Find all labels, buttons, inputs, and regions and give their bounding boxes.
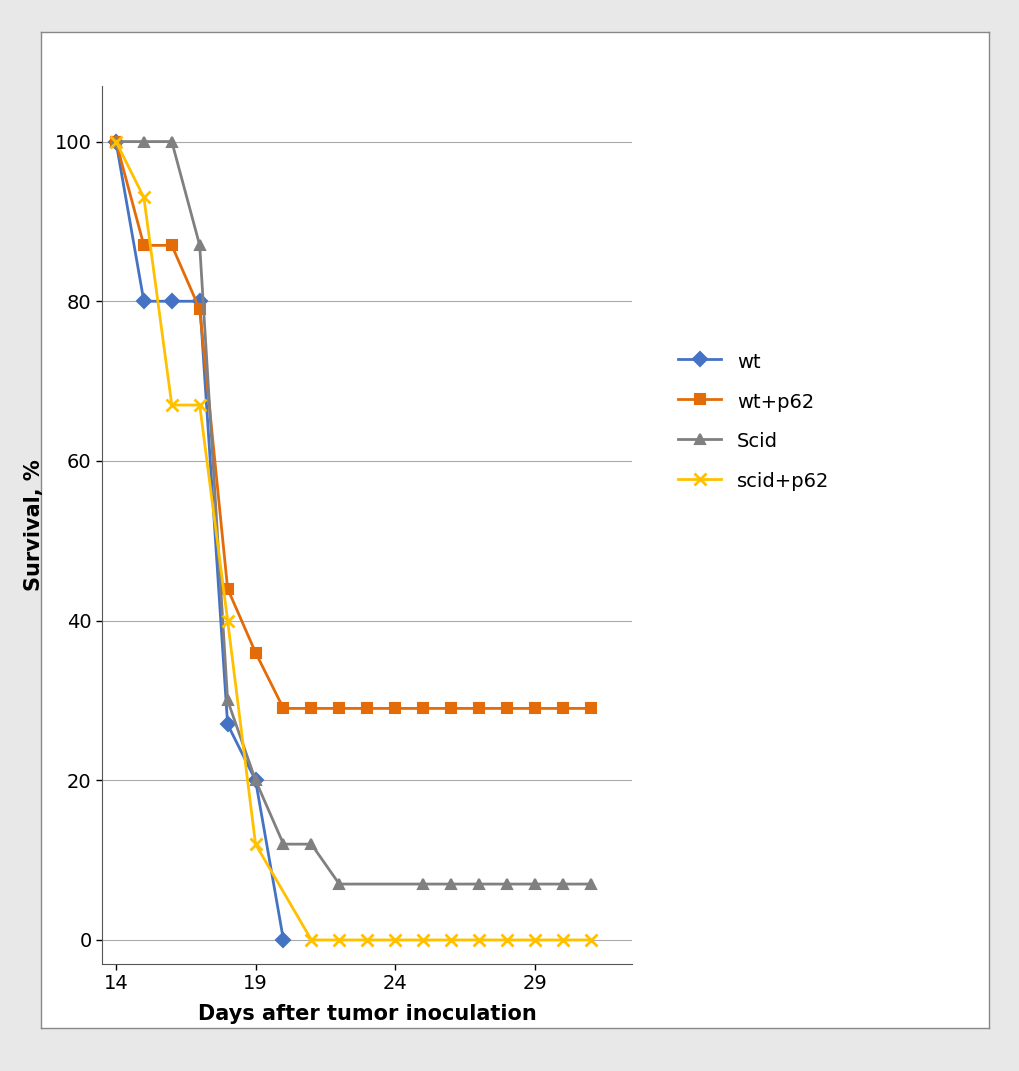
wt+p62	[556, 702, 569, 714]
wt	[165, 295, 177, 307]
wt+p62	[500, 702, 513, 714]
Scid	[194, 239, 206, 252]
Scid	[110, 135, 122, 148]
wt+p62	[584, 702, 596, 714]
wt+p62	[417, 702, 429, 714]
wt	[250, 774, 262, 787]
Legend: wt, wt+p62, Scid, scid+p62: wt, wt+p62, Scid, scid+p62	[668, 342, 838, 501]
wt	[138, 295, 150, 307]
wt+p62	[138, 239, 150, 252]
Line: wt: wt	[111, 137, 288, 945]
Scid	[500, 877, 513, 890]
Scid	[556, 877, 569, 890]
wt+p62	[194, 303, 206, 316]
scid+p62	[417, 934, 429, 947]
wt+p62	[444, 702, 457, 714]
wt+p62	[165, 239, 177, 252]
wt	[277, 934, 289, 947]
wt+p62	[221, 583, 233, 595]
scid+p62	[444, 934, 457, 947]
Scid	[221, 694, 233, 707]
wt	[110, 135, 122, 148]
scid+p62	[138, 191, 150, 203]
Y-axis label: Survival, %: Survival, %	[23, 458, 44, 591]
scid+p62	[250, 838, 262, 850]
wt	[194, 295, 206, 307]
Scid	[417, 877, 429, 890]
wt+p62	[305, 702, 317, 714]
Scid	[305, 838, 317, 850]
scid+p62	[333, 934, 345, 947]
wt+p62	[250, 646, 262, 659]
wt+p62	[110, 135, 122, 148]
scid+p62	[194, 398, 206, 411]
scid+p62	[361, 934, 373, 947]
wt+p62	[361, 702, 373, 714]
wt	[221, 718, 233, 730]
Line: scid+p62: scid+p62	[110, 135, 596, 946]
scid+p62	[165, 398, 177, 411]
scid+p62	[305, 934, 317, 947]
scid+p62	[584, 934, 596, 947]
wt+p62	[472, 702, 484, 714]
Line: Scid: Scid	[111, 137, 595, 889]
scid+p62	[500, 934, 513, 947]
scid+p62	[221, 614, 233, 627]
Line: wt+p62: wt+p62	[111, 137, 595, 713]
wt+p62	[388, 702, 400, 714]
Scid	[277, 838, 289, 850]
Scid	[138, 135, 150, 148]
Scid	[444, 877, 457, 890]
Scid	[333, 877, 345, 890]
Scid	[472, 877, 484, 890]
X-axis label: Days after tumor inoculation: Days after tumor inoculation	[198, 1005, 536, 1025]
scid+p62	[472, 934, 484, 947]
scid+p62	[556, 934, 569, 947]
wt+p62	[333, 702, 345, 714]
Scid	[584, 877, 596, 890]
Scid	[528, 877, 540, 890]
wt+p62	[277, 702, 289, 714]
scid+p62	[388, 934, 400, 947]
scid+p62	[110, 135, 122, 148]
scid+p62	[528, 934, 540, 947]
Scid	[165, 135, 177, 148]
Scid	[250, 774, 262, 787]
wt+p62	[528, 702, 540, 714]
